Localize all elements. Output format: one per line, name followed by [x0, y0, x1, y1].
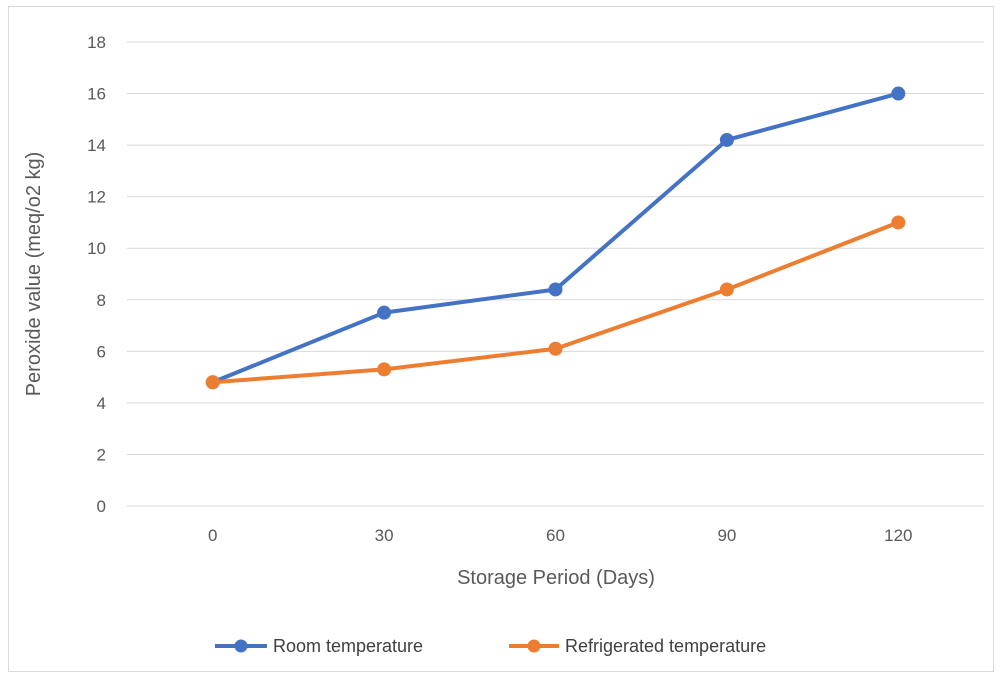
- series-group: [205, 86, 906, 390]
- y-tick-label: 8: [97, 291, 106, 310]
- series-refrigerated-temperature: [205, 215, 906, 390]
- data-point: [891, 215, 906, 230]
- x-tick-label: 30: [375, 526, 394, 545]
- legend-swatch-marker: [234, 639, 248, 653]
- gridlines: [127, 41, 984, 507]
- series-line: [210, 91, 901, 385]
- y-tick-label: 12: [87, 188, 106, 207]
- data-point: [891, 86, 906, 101]
- data-point: [719, 282, 734, 297]
- y-axis-ticks: 0 2 4 6 8 10 12 14 16 18: [87, 33, 106, 516]
- legend-label: Room temperature: [273, 636, 423, 656]
- y-axis-title: Peroxide value (meq/o2 kg): [23, 152, 45, 397]
- chart-frame: [8, 6, 994, 672]
- y-tick-label: 16: [87, 85, 106, 104]
- x-axis-title: Storage Period (Days): [457, 567, 655, 589]
- data-point: [377, 305, 392, 320]
- y-tick-label: 14: [87, 136, 106, 155]
- series-line: [210, 220, 901, 385]
- y-tick-label: 2: [97, 445, 106, 464]
- y-tick-label: 18: [87, 33, 106, 52]
- x-tick-label: 120: [884, 526, 912, 545]
- legend-entry: Refrigerated temperature: [509, 636, 766, 656]
- legend-entry: Room temperature: [215, 636, 423, 656]
- data-point: [548, 282, 563, 297]
- x-tick-label: 60: [546, 526, 565, 545]
- y-tick-label: 6: [97, 342, 106, 361]
- y-tick-label: 0: [97, 497, 106, 516]
- legend-swatch-marker: [527, 639, 541, 653]
- x-tick-label: 90: [717, 526, 736, 545]
- data-point: [548, 341, 563, 356]
- data-point: [719, 132, 734, 147]
- legend-label: Refrigerated temperature: [565, 636, 766, 656]
- y-tick-label: 4: [97, 394, 106, 413]
- x-axis-ticks: 0 30 60 90 120: [208, 526, 913, 545]
- data-point: [205, 375, 220, 390]
- legend: Room temperature Refrigerated temperature: [215, 636, 766, 656]
- x-tick-label: 0: [208, 526, 217, 545]
- y-tick-label: 10: [87, 239, 106, 258]
- data-point: [377, 362, 392, 377]
